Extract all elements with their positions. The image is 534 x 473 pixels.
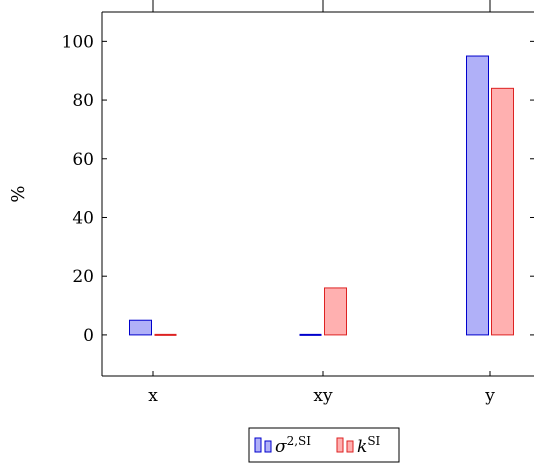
legend-swatch [254,437,262,453]
y-tick-label: 40 [72,208,94,228]
y-tick-label: 20 [72,267,94,287]
bar [491,87,514,336]
legend-swatch [346,440,354,453]
bar [466,55,489,336]
y-tick-label: 80 [72,91,94,111]
legend-label: kSI [357,434,381,457]
chart-axes [101,11,534,377]
x-tick-label: xy [313,386,333,406]
y-ticks: 0 20 40 60 80 100 [62,32,534,346]
chart-bars [129,55,514,336]
legend-swatch [336,437,344,453]
bar [129,319,152,336]
legend: σ2,SI kSI [248,427,400,463]
x-tick-label: y [484,386,495,406]
legend-swatch [264,440,272,453]
x-tick-label: x [148,386,158,406]
y-tick-label: 100 [62,32,94,52]
y-tick-label: 60 [72,150,94,170]
legend-box [248,427,400,463]
bar [324,287,347,336]
legend-label: σ2,SI [275,434,311,457]
y-tick-label: 0 [83,326,94,346]
x-ticks: x xy y [148,0,495,406]
y-axis-label: % [8,185,29,202]
